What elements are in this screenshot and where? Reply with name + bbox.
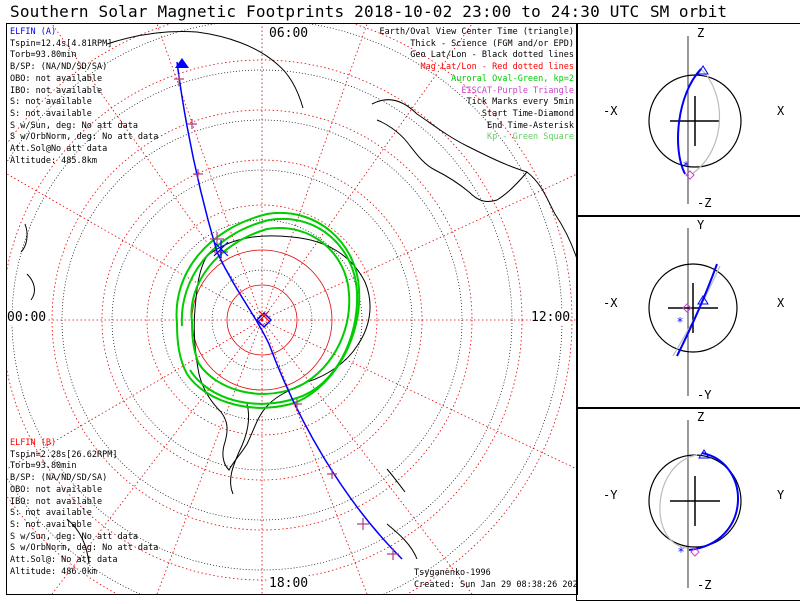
elfin-b-line: IBO: not available — [10, 496, 103, 507]
orbit-xz-left: -X — [603, 104, 618, 118]
elfin-a-line: B/SP: (NA/ND/SD/SA) — [10, 62, 108, 73]
orbit-xz-plot: * — [648, 36, 742, 204]
orbit-xy-plot: * — [648, 228, 738, 396]
orbit-yz-up: Z — [697, 410, 705, 424]
elfin-a-line: Torb=93.80min — [10, 50, 77, 61]
orbit-xy-down: -Y — [697, 388, 712, 402]
orbit-xz-down: -Z — [697, 196, 712, 210]
legend-item: Thick - Science (FGM and/or EPD) — [410, 38, 574, 49]
orbit-xz-right: X — [777, 104, 785, 118]
model-label: Tsyganenko-1996 — [414, 568, 491, 578]
page-title: Southern Solar Magnetic Footprints 2018-… — [10, 2, 640, 21]
orbit-xy-right: X — [777, 296, 785, 310]
elfin-b-line: OBO: not available — [10, 484, 103, 495]
elfin-b-info: ELFIN (B) Tspin=2.28s[26.62RPM] Torb=93.… — [10, 438, 158, 578]
elfin-b-line: Torb=93.80min — [10, 461, 77, 472]
elfin-a-track — [176, 61, 403, 560]
polar-map-panel: 06:00 00:00 12:00 18:00 ELFIN (A) Tspin=… — [6, 23, 578, 595]
legend-item: End Time-Asterisk — [487, 120, 574, 131]
orbit-yz-left: -Y — [603, 488, 618, 502]
elfin-a-line: S: not available — [10, 97, 92, 108]
legend-item: Kp - Green Square — [487, 132, 574, 143]
auroral-ovals — [175, 211, 361, 409]
elfin-b-line: Altitude: 486.0km — [10, 566, 97, 577]
elfin-markers — [175, 58, 273, 329]
orbit-panel-xz: * Z -Z -X X — [576, 23, 800, 217]
elfin-a-line: S: not available — [10, 108, 92, 119]
legend-item: Tick Marks every 5min — [466, 97, 574, 108]
elfin-b-line: Tspin=2.28s[26.62RPM] — [10, 449, 118, 460]
orbit-title: SM orbit — [650, 2, 728, 21]
legend-item: Earth/Oval View Center Time (triangle) — [379, 27, 574, 37]
svg-text:*: * — [683, 159, 689, 173]
elfin-a-name: ELFIN (A) — [10, 27, 57, 37]
elfin-b-line: B/SP: (NA/ND/SD/SA) — [10, 473, 108, 484]
elfin-a-line: IBO: not available — [10, 85, 103, 96]
orbit-yz-right: Y — [777, 488, 785, 502]
legend-item: Mag Lat/Lon - Red dotted lines — [420, 62, 574, 73]
elfin-a-ticks — [174, 74, 399, 560]
legend-item: Geo Lat/Lon - Black dotted lines — [410, 50, 574, 61]
orbit-xy-up: Y — [697, 218, 705, 232]
elfin-a-line: Att.Sol@No att data — [10, 144, 108, 155]
elfin-b-name: ELFIN (B) — [10, 438, 57, 448]
orbit-xy-left: -X — [603, 296, 618, 310]
orbit-yz-down: -Z — [697, 578, 712, 592]
coastlines — [20, 31, 577, 565]
svg-text:*: * — [677, 315, 683, 329]
elfin-a-line: S w/Sun, deg: No att data — [10, 120, 138, 131]
orbit-yz-plot: * — [648, 420, 742, 588]
svg-text:*: * — [678, 545, 684, 559]
elfin-b-line: S: not available — [10, 508, 92, 519]
hour-label-left: 00:00 — [7, 310, 47, 325]
elfin-a-info: ELFIN (A) Tspin=12.4s[4.81RPM] Torb=93.8… — [10, 27, 158, 167]
legend-item: EISCAT-Purple Triangle — [461, 85, 574, 96]
legend-item: Start Time-Diamond — [481, 108, 574, 119]
created-label: Created: Sun Jan 29 08:38:26 2023 — [414, 580, 578, 590]
legend-item: Auroral Oval-Green, kp=2 — [451, 73, 574, 84]
map-legend: Earth/Oval View Center Time (triangle) T… — [380, 27, 574, 144]
elfin-b-line: S: not available — [10, 519, 92, 530]
elfin-b-line: S w/OrbNorm, deg: No att data — [10, 543, 159, 554]
polar-map — [7, 24, 577, 594]
elfin-a-line: Tspin=12.4s[4.81RPM] — [10, 38, 113, 49]
elfin-a-line: OBO: not available — [10, 73, 103, 84]
hour-label-top: 06:00 — [269, 26, 309, 41]
elfin-b-line: Att.Sol@: No att data — [10, 555, 118, 566]
orbit-panel-xy: * Y -Y -X X — [576, 215, 800, 409]
elfin-a-line: S w/OrbNorm, deg: No att data — [10, 132, 159, 143]
orbit-xz-up: Z — [697, 26, 705, 40]
orbit-panel-yz: * Z -Z -Y Y — [576, 407, 800, 601]
hour-label-right: 12:00 — [531, 310, 571, 325]
elfin-a-line: Altitude: 485.8km — [10, 155, 97, 166]
elfin-b-line: S w/Sun, deg: No att data — [10, 531, 138, 542]
hour-label-bottom: 18:00 — [269, 576, 309, 591]
